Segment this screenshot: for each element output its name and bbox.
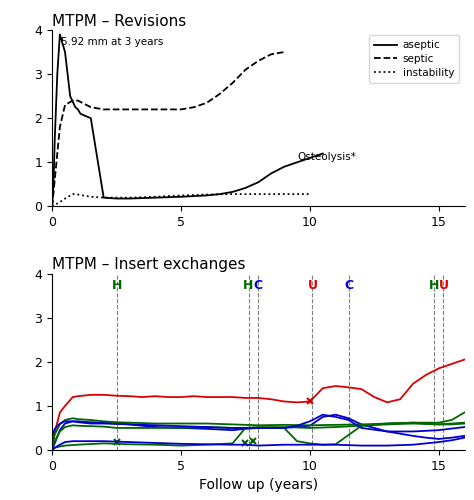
Text: C: C [253, 280, 263, 292]
Text: 5.92 mm at 3 years: 5.92 mm at 3 years [61, 36, 164, 46]
Legend: aseptic, septic, instability: aseptic, septic, instability [369, 35, 459, 83]
Text: H: H [429, 280, 439, 292]
Text: MTPM – Insert exchanges: MTPM – Insert exchanges [52, 258, 246, 272]
X-axis label: Follow up (years): Follow up (years) [199, 478, 318, 492]
Text: Osteolysis*: Osteolysis* [297, 152, 356, 162]
Text: U: U [438, 280, 448, 292]
Text: H: H [111, 280, 122, 292]
Text: MTPM – Revisions: MTPM – Revisions [52, 14, 186, 29]
Text: C: C [344, 280, 353, 292]
Text: U: U [308, 280, 318, 292]
Text: H: H [243, 280, 254, 292]
